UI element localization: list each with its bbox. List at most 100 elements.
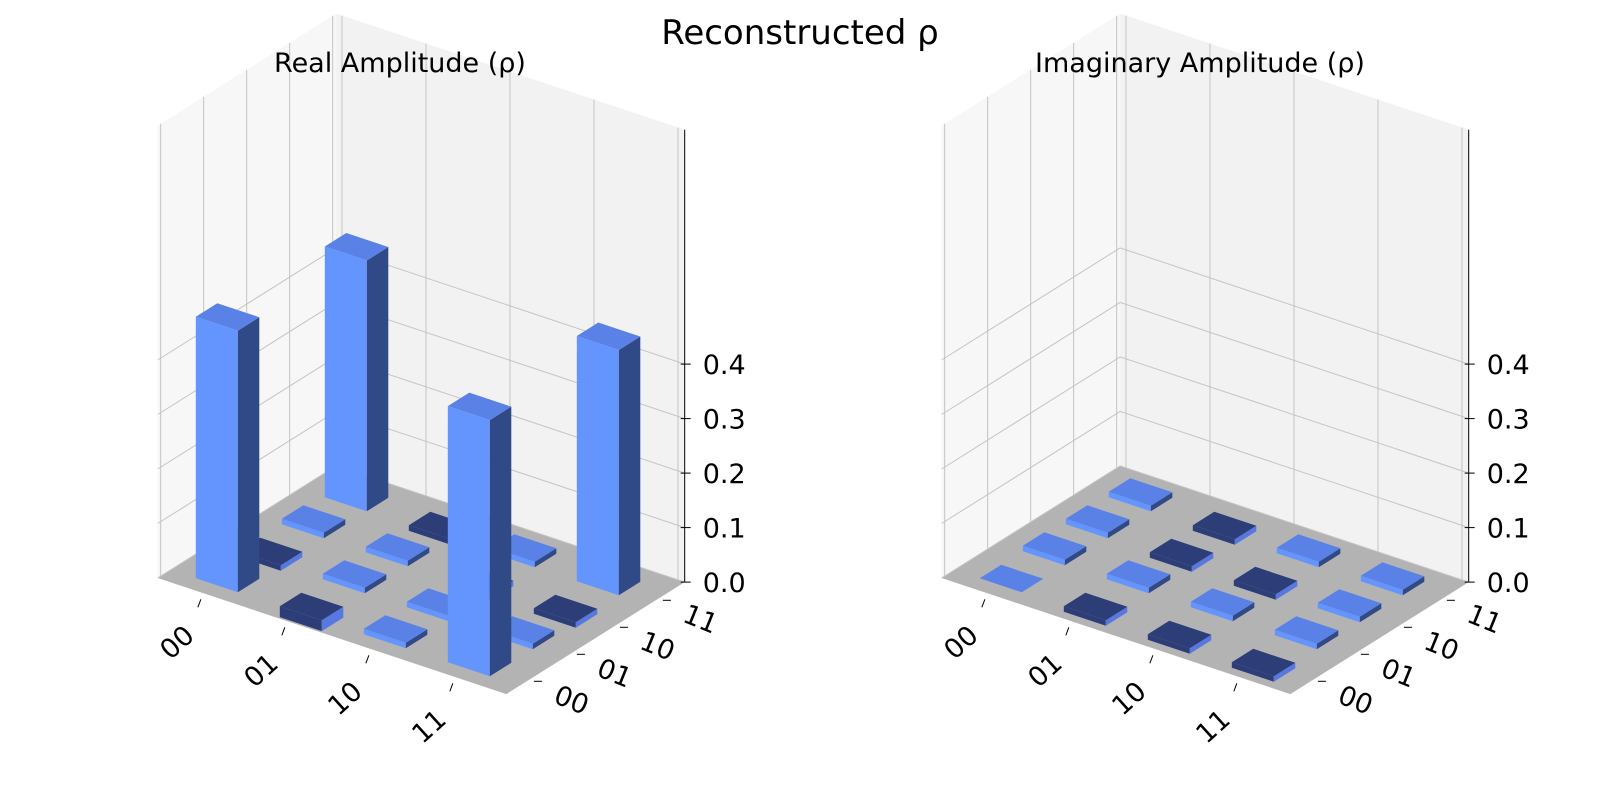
real-amplitude-title: Real Amplitude (ρ) (274, 48, 526, 79)
bar-00-11 (324, 233, 389, 512)
bar-side-face (280, 551, 303, 571)
bar-front-face (1022, 545, 1065, 566)
x-tick-mark (365, 655, 370, 664)
y-tick-label: 11 (1463, 599, 1506, 641)
y-tick-label: 00 (1334, 680, 1377, 722)
bar-front-face (1192, 525, 1235, 545)
bar-side-face (237, 317, 260, 593)
bar-top-face (279, 592, 344, 621)
x-tick-mark (1233, 683, 1238, 692)
bar-top-face (365, 533, 430, 561)
z-gridline (941, 465, 1469, 583)
bar-side-face (1064, 546, 1087, 566)
bar-00-10 (1065, 505, 1130, 539)
x-tick-mark (1149, 655, 1154, 664)
bar-11-00 (447, 392, 512, 677)
bar-front-face (1274, 629, 1317, 650)
bar-00-00 (979, 564, 1044, 593)
bar-top-face (322, 560, 387, 588)
bar-side-face (1150, 492, 1173, 512)
bar-side-face (1191, 552, 1214, 572)
bar-front-face (195, 316, 238, 593)
z-tick-label: 0.2 (703, 459, 746, 490)
imaginary-panes (941, 13, 1469, 695)
bar-00-11 (1108, 478, 1173, 512)
z-tick-label: 0.3 (1487, 405, 1530, 436)
bar-side-face (1359, 603, 1382, 623)
y-tick-label: 10 (1420, 626, 1463, 668)
bar-top-face (1108, 478, 1173, 506)
bar-side-face (1402, 576, 1425, 596)
bar-top-face (1360, 562, 1425, 590)
bar-front-face (281, 518, 324, 539)
y-tick-label: 01 (593, 653, 636, 695)
bar-00-10 (281, 505, 346, 539)
bar-11-11 (576, 322, 641, 596)
bar-front-face (1063, 606, 1106, 626)
bar-top-face (1022, 532, 1087, 560)
bar-side-face (534, 548, 557, 568)
x-tick-mark (449, 683, 454, 692)
y-tick-label: 10 (636, 626, 679, 668)
bar-11-01 (1274, 616, 1339, 650)
bar-10-01 (1190, 588, 1255, 622)
bar-side-face (1273, 662, 1296, 682)
z-tick-label: 0.1 (703, 514, 746, 545)
z-gridline (941, 410, 1469, 529)
bar-front-face (322, 573, 365, 594)
bar-side-face (366, 247, 389, 512)
bar-front-face (1190, 601, 1233, 622)
y-tick-label: 11 (679, 599, 722, 641)
bar-front-face (1108, 491, 1151, 512)
bar-front-face (406, 601, 449, 622)
bar-top-face (1233, 566, 1298, 595)
bar-top-face (1276, 534, 1341, 562)
bar-top-face (281, 505, 346, 533)
z-tick-label: 0.2 (1487, 459, 1530, 490)
z-tick-label: 0.4 (703, 350, 746, 381)
bar-top-face (1065, 505, 1130, 533)
x-tick-label: 01 (1022, 648, 1068, 694)
bar-top-face (979, 564, 1044, 593)
bar-front-face (279, 606, 322, 632)
bar-side-face (575, 608, 598, 628)
bar-side-face (364, 574, 387, 594)
bar-top-face (1147, 620, 1212, 649)
y-tick-label: 01 (1377, 653, 1420, 695)
bar-front-face (1147, 634, 1190, 654)
bar-10-11 (1276, 534, 1341, 568)
bar-top-face (1231, 648, 1296, 677)
z-tick-label: 0.0 (703, 568, 746, 599)
x-tick-label: 00 (938, 620, 984, 666)
bar-front-face (576, 336, 619, 596)
bar-side-face (1234, 525, 1257, 545)
x-tick-label: 10 (322, 676, 368, 722)
bar-side-face (323, 519, 346, 539)
bar-front-face (1360, 575, 1403, 596)
bar-01-01 (1106, 560, 1171, 594)
bar-10-10 (1233, 566, 1298, 600)
imaginary-amplitude-title: Imaginary Amplitude (ρ) (1035, 48, 1365, 79)
bar-side-face (532, 630, 555, 650)
bar-top-face (195, 303, 260, 331)
x-tick-label: 00 (154, 620, 200, 666)
figure-title: Reconstructed ρ (661, 13, 939, 53)
bar-front-face (1106, 573, 1149, 594)
bar-side-face (1107, 519, 1130, 539)
bar-top-face (1190, 588, 1255, 616)
bar-11-10 (533, 594, 598, 628)
z-tick-label: 0.1 (1487, 514, 1530, 545)
bar-top-face (1063, 592, 1128, 621)
bar-top-face (1192, 511, 1257, 540)
bar-top-face (1149, 538, 1214, 567)
bar-side-face (1189, 634, 1212, 654)
x-tick-label: 01 (238, 648, 284, 694)
z-gridline (941, 301, 1469, 420)
bar-01-01 (322, 560, 387, 594)
bar-front-face (1276, 547, 1319, 568)
z-gridline (941, 247, 1469, 365)
bar-01-11 (1192, 511, 1257, 545)
bar-side-face (618, 336, 641, 596)
bar-10-00 (1147, 620, 1212, 654)
